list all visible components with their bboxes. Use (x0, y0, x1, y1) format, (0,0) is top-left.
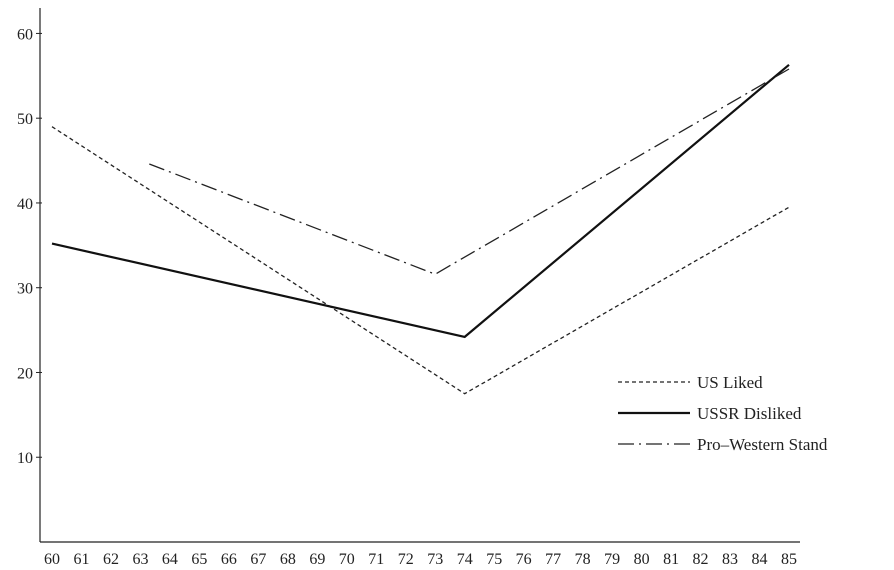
x-tick-label: 75 (486, 551, 502, 568)
x-tick-label: 60 (44, 551, 60, 568)
y-tick-label: 10 (17, 450, 33, 467)
series-lines (51, 63, 790, 395)
y-axis-ticks: 10 20 30 40 50 60 (17, 26, 42, 467)
legend-label: USSR Disliked (697, 404, 802, 423)
x-tick-label: 67 (250, 551, 266, 568)
series-line-2 (51, 63, 790, 339)
x-tick-label: 80 (634, 551, 650, 568)
legend: US Liked USSR Disliked Pro–Western Stand (618, 373, 828, 454)
series-line-3 (149, 68, 790, 275)
x-axis-ticks: 60 61 62 63 64 65 66 67 68 69 70 71 72 73 74 75 76 77 78 79… (44, 551, 797, 568)
x-tick-label: 82 (693, 551, 709, 568)
y-tick-label: 30 (17, 281, 33, 298)
x-tick-label: 83 (722, 551, 738, 568)
legend-label: US Liked (697, 373, 763, 392)
x-tick-label: 72 (398, 551, 414, 568)
x-tick-label: 79 (604, 551, 620, 568)
x-tick-label: 85 (781, 551, 797, 568)
x-tick-label: 84 (752, 551, 768, 568)
x-tick-label: 68 (280, 551, 296, 568)
x-tick-label: 65 (191, 551, 207, 568)
x-tick-label: 73 (427, 551, 443, 568)
x-tick-label: 78 (575, 551, 591, 568)
legend-label: Pro–Western Stand (697, 435, 828, 454)
x-tick-label: 70 (339, 551, 355, 568)
x-tick-label: 69 (309, 551, 325, 568)
y-tick-label: 50 (17, 111, 33, 128)
x-tick-label: 76 (516, 551, 532, 568)
y-tick-label: 40 (17, 196, 33, 213)
x-tick-label: 64 (162, 551, 178, 568)
y-tick-label: 60 (17, 26, 33, 43)
x-tick-label: 74 (457, 551, 473, 568)
x-tick-label: 81 (663, 551, 679, 568)
x-tick-label: 61 (73, 551, 89, 568)
x-tick-label: 77 (545, 551, 561, 568)
x-tick-label: 66 (221, 551, 237, 568)
y-tick-label: 20 (17, 365, 33, 382)
x-tick-label: 71 (368, 551, 384, 568)
series-line-1 (51, 126, 790, 395)
x-tick-label: 62 (103, 551, 119, 568)
x-tick-label: 63 (132, 551, 148, 568)
